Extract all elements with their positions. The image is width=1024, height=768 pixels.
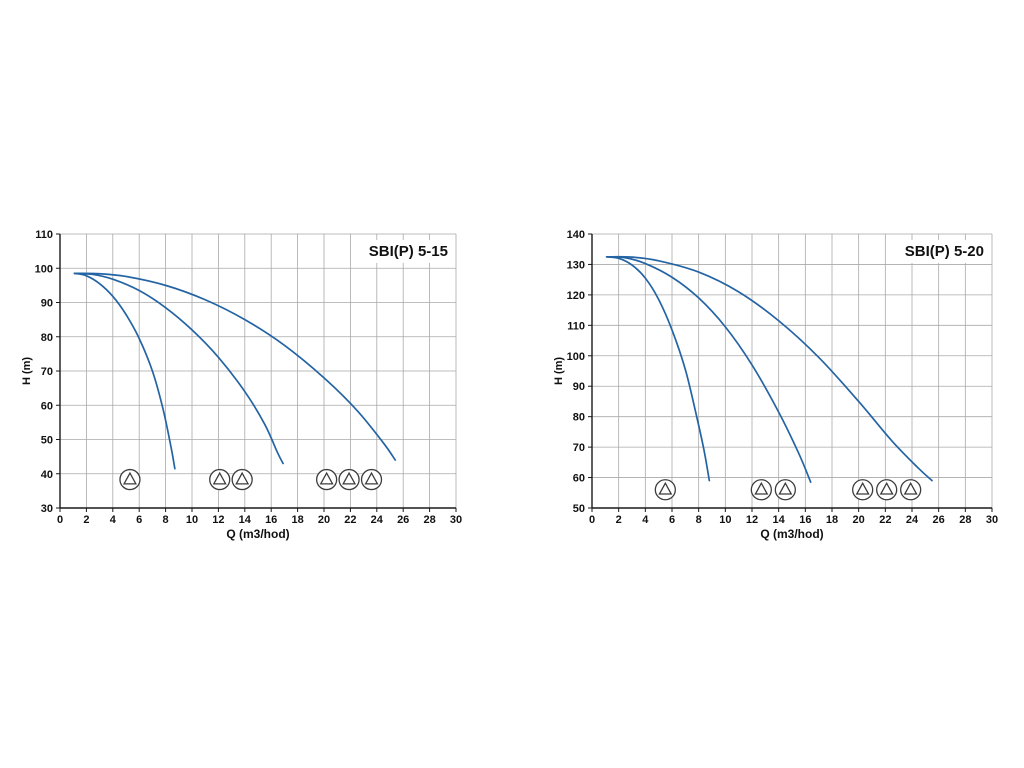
pump-curve-2 (605, 255, 812, 483)
x-tick-label: 12 (212, 514, 224, 526)
pump-icon (231, 468, 253, 491)
x-tick-label: 10 (719, 514, 731, 526)
y-tick-label: 130 (567, 259, 585, 271)
x-tick-label: 10 (186, 514, 198, 526)
x-axis-label: Q (m3/hod) (760, 527, 823, 541)
y-tick-label: 80 (41, 332, 53, 344)
y-tick-label: 60 (41, 400, 53, 412)
tick-marks (588, 233, 993, 512)
x-tick-label: 8 (696, 514, 702, 526)
x-tick-label: 6 (136, 514, 142, 526)
chart-sbi-p-5-20: 0 2 4 6 8 10 12 14 16 18 20 22 24 26 28 30 50 60 70 80 90 100… (548, 226, 1000, 544)
y-tick-label: 110 (35, 229, 53, 241)
pump-curve-3 (605, 255, 933, 482)
y-tick-label: 70 (41, 366, 53, 378)
x-tick-label: 22 (344, 514, 356, 526)
x-tick-label: 30 (450, 514, 462, 526)
axes (591, 234, 992, 509)
pump-curves (605, 255, 933, 483)
pump-icon (209, 468, 231, 491)
x-tick-label: 12 (746, 514, 758, 526)
tick-marks (56, 233, 457, 512)
x-tick-label: 20 (853, 514, 865, 526)
y-tick-label: 140 (567, 229, 585, 241)
y-tick-label: 120 (567, 290, 585, 302)
plot-area (592, 234, 992, 508)
pump-icon (654, 479, 676, 501)
chart-title: SBI(P) 5-20 (905, 243, 984, 260)
y-tick-label: 80 (573, 412, 585, 424)
x-tick-label: 28 (423, 514, 435, 526)
y-tick-label: 90 (41, 298, 53, 310)
x-tick-label: 0 (57, 514, 63, 526)
y-tick-label: 40 (41, 469, 53, 481)
chart-svg: 0 2 4 6 8 10 12 14 16 18 20 22 24 26 28 305060708090100… (553, 229, 998, 541)
chart-title-backing (899, 240, 989, 263)
x-tick-label: 16 (265, 514, 277, 526)
tick-labels: 0 2 4 6 8 10 12 14 16 18 20 22 24 26 28 305060708090100… (567, 229, 998, 526)
x-tick-label: 4 (642, 514, 649, 526)
pump-curve-2 (73, 272, 284, 465)
pump-icon (750, 479, 772, 501)
pump-curve-1 (605, 255, 711, 482)
x-axis-label: Q (m3/hod) (226, 527, 289, 541)
pump-icon (360, 468, 383, 491)
y-tick-label: 30 (41, 503, 53, 515)
x-tick-label: 0 (589, 514, 595, 526)
pump-icon (315, 468, 338, 491)
y-tick-label: 100 (35, 263, 53, 275)
x-tick-label: 2 (83, 514, 89, 526)
pump-icon (876, 479, 898, 501)
x-tick-label: 26 (397, 514, 409, 526)
y-tick-label: 90 (573, 381, 585, 393)
x-tick-label: 26 (933, 514, 945, 526)
pump-icon (338, 468, 360, 491)
x-tick-label: 22 (879, 514, 891, 526)
y-tick-label: 50 (573, 503, 585, 515)
chart-title-backing (363, 240, 453, 263)
x-tick-label: 24 (906, 514, 919, 526)
x-tick-label: 24 (371, 514, 384, 526)
x-tick-label: 14 (239, 514, 252, 526)
pump-symbols (119, 468, 383, 491)
pump-symbols (654, 479, 922, 501)
x-tick-label: 8 (163, 514, 169, 526)
x-tick-label: 14 (773, 514, 786, 526)
pump-curves (73, 272, 397, 470)
x-tick-label: 30 (986, 514, 998, 526)
y-tick-label: 100 (567, 351, 585, 363)
pump-curve-1 (73, 272, 176, 470)
y-axis-label: H (m) (21, 357, 33, 385)
pump-curve-3 (73, 272, 397, 461)
y-tick-label: 70 (573, 442, 585, 454)
tick-labels: 0 2 4 6 8 10 12 14 16 18 20 22 24 26 28 303040506070809… (35, 229, 462, 526)
y-tick-label: 50 (41, 435, 53, 447)
y-axis-label: H (m) (553, 357, 565, 385)
grid (59, 233, 457, 509)
y-tick-label: 110 (567, 320, 585, 332)
x-tick-label: 18 (291, 514, 303, 526)
y-tick-label: 60 (573, 473, 585, 485)
x-tick-label: 16 (799, 514, 811, 526)
pump-icon (119, 468, 141, 491)
chart-sbi-p-5-15: 0 2 4 6 8 10 12 14 16 18 20 22 24 26 28 30 30 40 50 60 70 80 9… (16, 226, 464, 544)
x-tick-label: 4 (110, 514, 117, 526)
pump-icon (900, 479, 922, 501)
x-tick-label: 28 (959, 514, 971, 526)
x-tick-label: 18 (826, 514, 838, 526)
x-tick-label: 6 (669, 514, 675, 526)
x-tick-label: 2 (616, 514, 622, 526)
chart-title: SBI(P) 5-15 (369, 243, 448, 260)
pump-icon (774, 479, 796, 501)
x-tick-label: 20 (318, 514, 330, 526)
chart-svg: 0 2 4 6 8 10 12 14 16 18 20 22 24 26 28 303040506070809… (21, 229, 462, 541)
pump-icon (852, 479, 874, 501)
